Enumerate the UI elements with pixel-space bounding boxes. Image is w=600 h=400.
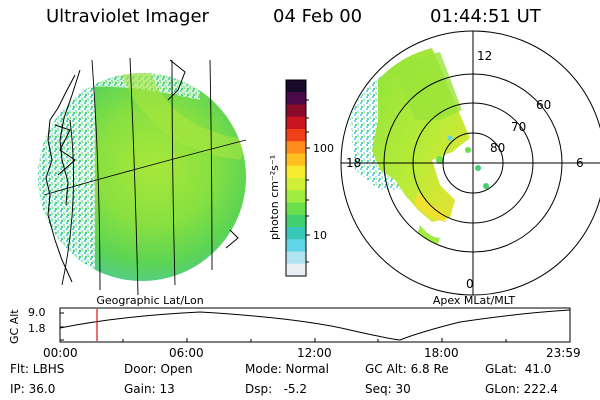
colorbar-band — [286, 92, 306, 105]
colorbar-band — [286, 80, 306, 93]
colorbar-tick-100: 100 — [313, 142, 334, 155]
y-tick-low: 1.8 — [28, 322, 46, 335]
filter-info: Flt: LBHS — [10, 362, 65, 376]
colorbar-band — [286, 263, 306, 277]
colorbar — [286, 80, 306, 277]
dsp-info: Dsp: -5.2 — [245, 382, 308, 396]
timeline-frame — [59, 307, 571, 343]
gain-info: Gain: 13 — [124, 382, 175, 396]
colorbar-band — [286, 116, 306, 130]
gc-alt-info: GC Alt: 6.8 Re — [365, 362, 449, 376]
colorbar-unit-label: photon cm⁻²s⁻¹ — [268, 155, 281, 240]
altitude-curve — [59, 309, 571, 341]
mode-info: Mode: Normal — [245, 362, 329, 376]
mlt-6-label: 6 — [576, 156, 584, 170]
colorbar-band — [286, 153, 306, 167]
mlat-80-label: 80 — [490, 141, 505, 155]
geographic-map — [38, 57, 247, 296]
x-tick-1800: 18:00 — [424, 346, 459, 360]
geo-caption: Geographic Lat/Lon — [96, 294, 203, 307]
y-tick-high: 9.0 — [28, 306, 46, 319]
x-tick-0000: 00:00 — [43, 346, 78, 360]
mlt-12-label: 12 — [477, 49, 492, 63]
mlt-0-label: 0 — [466, 277, 474, 291]
mlat-60-label: 60 — [536, 98, 551, 112]
colorbar-frame — [285, 79, 307, 277]
x-tick-1200: 12:00 — [297, 346, 332, 360]
date-label: 04 Feb 00 — [273, 6, 363, 27]
door-info: Door: Open — [124, 362, 193, 376]
polar-caption: Apex MLat/MLT — [433, 294, 516, 307]
colorbar-band — [286, 141, 306, 154]
glon-info: GLon: 222.4 — [485, 382, 558, 396]
colorbar-band — [286, 214, 306, 228]
x-tick-0600: 06:00 — [169, 346, 204, 360]
colorbar-band — [286, 251, 306, 265]
colorbar-band — [286, 178, 306, 191]
colorbar-band — [286, 190, 306, 203]
mlat-70-label: 70 — [511, 120, 526, 134]
x-tick-2359: 23:59 — [546, 346, 581, 360]
timeline-axis-label: GC Alt — [8, 309, 21, 344]
polar-map — [340, 30, 600, 296]
ip-info: IP: 36.0 — [10, 382, 56, 396]
colorbar-band — [286, 239, 306, 252]
time-label: 01:44:51 UT — [430, 6, 541, 27]
colorbar-band — [286, 227, 306, 240]
mlt-18-label: 18 — [346, 156, 361, 170]
colorbar-band — [286, 129, 306, 142]
altitude-timeline — [59, 307, 571, 343]
colorbar-band — [286, 104, 306, 118]
instrument-title: Ultraviolet Imager — [46, 6, 209, 27]
glat-info: GLat: 41.0 — [485, 362, 552, 376]
seq-info: Seq: 30 — [365, 382, 411, 396]
colorbar-tick-10: 10 — [313, 229, 327, 242]
colorbar-band — [286, 202, 306, 216]
colorbar-band — [286, 165, 306, 179]
